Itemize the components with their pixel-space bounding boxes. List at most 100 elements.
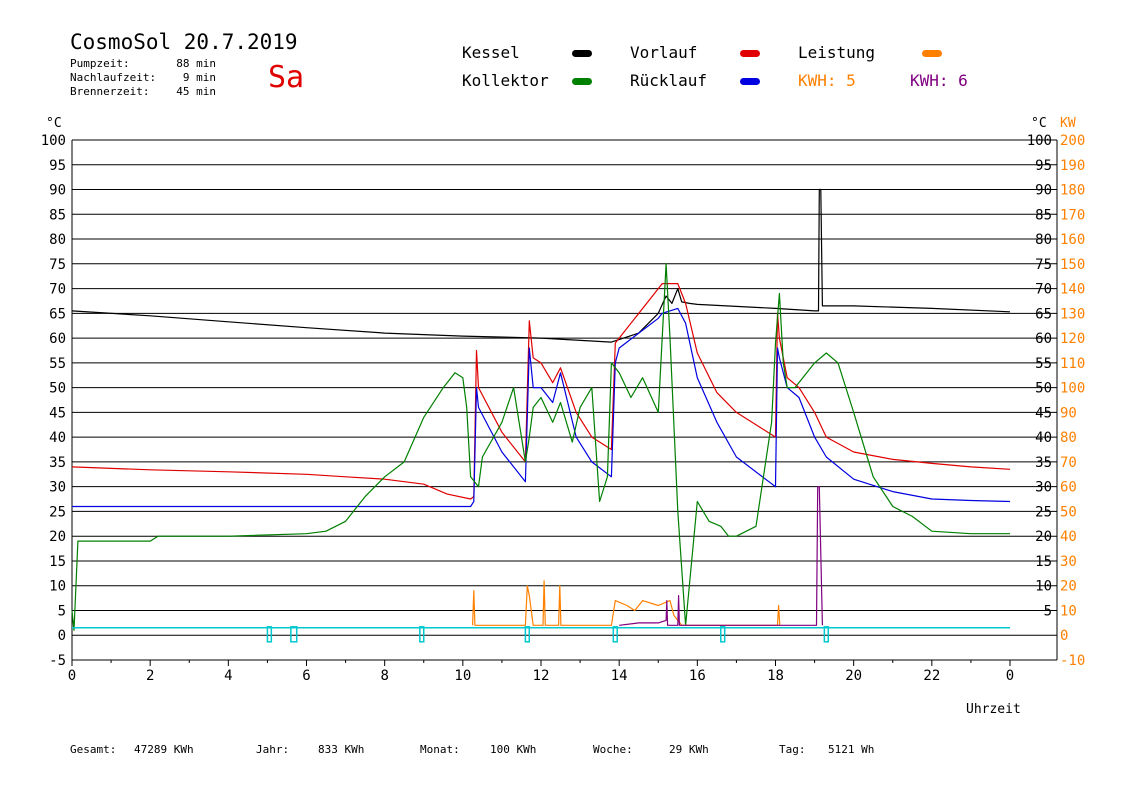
y-right-tick-label: 10 bbox=[1035, 579, 1052, 595]
y-tick-label: 35 bbox=[49, 455, 66, 471]
woche-value: 29 KWh bbox=[669, 743, 709, 756]
left-axis-unit: °C bbox=[46, 116, 62, 131]
legend-kessel-marker bbox=[572, 50, 592, 57]
legend-kwh-orange: KWH: 5 bbox=[798, 71, 856, 90]
x-tick-label: 0 bbox=[1006, 668, 1014, 684]
series-pumpe-pulse bbox=[720, 626, 726, 643]
y2-tick-label: 20 bbox=[1060, 579, 1077, 595]
y2-tick-label: 50 bbox=[1060, 504, 1077, 520]
y-right-tick-label: 65 bbox=[1035, 306, 1052, 322]
y2-tick-label: 200 bbox=[1060, 133, 1085, 149]
y-right-tick-label: 100 bbox=[1027, 133, 1052, 149]
legend-kollektor-label: Kollektor bbox=[462, 71, 549, 90]
y-right-tick-label: 55 bbox=[1035, 356, 1052, 372]
x-tick-label: 0 bbox=[68, 668, 76, 684]
x-tick-label: 8 bbox=[380, 668, 388, 684]
y-tick-label: 20 bbox=[49, 529, 66, 545]
y2-tick-label: 30 bbox=[1060, 554, 1077, 570]
y2-tick-label: 140 bbox=[1060, 282, 1085, 298]
y-right-tick-label: 15 bbox=[1035, 554, 1052, 570]
monat-label: Monat: bbox=[420, 743, 460, 756]
x-tick-label: 6 bbox=[302, 668, 310, 684]
legend-ruecklauf-label: Rücklauf bbox=[630, 71, 708, 90]
x-axis-label: Uhrzeit bbox=[966, 702, 1021, 717]
legend-leistung-marker bbox=[922, 50, 942, 57]
y2-tick-label: -10 bbox=[1060, 653, 1085, 669]
y-tick-label: 30 bbox=[49, 480, 66, 496]
y-tick-label: 15 bbox=[49, 554, 66, 570]
woche-label: Woche: bbox=[593, 743, 633, 756]
y-right-tick-label: 5 bbox=[1044, 603, 1052, 619]
legend-kwh-purple: KWH: 6 bbox=[910, 71, 968, 90]
y2-tick-label: 120 bbox=[1060, 331, 1085, 347]
right-axis-unit: °C bbox=[1031, 116, 1047, 131]
y-right-tick-label: 70 bbox=[1035, 282, 1052, 298]
x-tick-label: 4 bbox=[224, 668, 232, 684]
series-r-cklauf bbox=[72, 307, 1011, 508]
chart-title: CosmoSol 20.7.2019 bbox=[70, 30, 298, 54]
legend-ruecklauf-marker bbox=[740, 78, 760, 85]
legend-kollektor-marker bbox=[572, 78, 592, 85]
y-tick-label: 65 bbox=[49, 306, 66, 322]
y-right-tick-label: 80 bbox=[1035, 232, 1052, 248]
chart-ticks: -505101520253035404550556065707580859095… bbox=[41, 133, 1086, 684]
y-tick-label: 80 bbox=[49, 232, 66, 248]
y-right-tick-label: 35 bbox=[1035, 455, 1052, 471]
y-tick-label: 40 bbox=[49, 430, 66, 446]
series-kollektor bbox=[71, 263, 1010, 631]
y2-tick-label: 130 bbox=[1060, 306, 1085, 322]
y-tick-label: 70 bbox=[49, 282, 66, 298]
y2-tick-label: 60 bbox=[1060, 480, 1077, 496]
y-tick-label: 95 bbox=[49, 158, 66, 174]
y2-tick-label: 90 bbox=[1060, 405, 1077, 421]
nachlaufzeit-value: 9 min bbox=[182, 71, 216, 84]
y-right-tick-label: 85 bbox=[1035, 207, 1052, 223]
series-pumpe-pulse bbox=[524, 626, 531, 643]
series-kessel bbox=[71, 188, 1011, 343]
y-tick-label: 10 bbox=[49, 579, 66, 595]
y-tick-label: 85 bbox=[49, 207, 66, 223]
y2-tick-label: 110 bbox=[1060, 356, 1085, 372]
series-pumpe-pulse bbox=[612, 626, 618, 643]
y-right-tick-label: 90 bbox=[1035, 183, 1052, 199]
gesamt-label: Gesamt: bbox=[70, 743, 117, 756]
chart-series bbox=[71, 188, 1011, 643]
legend-kessel-label: Kessel bbox=[462, 43, 520, 62]
jahr-value: 833 KWh bbox=[318, 743, 365, 756]
y-right-tick-label: 45 bbox=[1035, 405, 1052, 421]
series-pumpe-pulse bbox=[419, 626, 425, 643]
y-tick-label: 100 bbox=[41, 133, 66, 149]
jahr-label: Jahr: bbox=[256, 743, 290, 756]
x-tick-label: 16 bbox=[689, 668, 706, 684]
x-tick-label: 14 bbox=[611, 668, 628, 684]
tag-value: 5121 Wh bbox=[828, 743, 875, 756]
y-tick-label: 50 bbox=[49, 381, 66, 397]
power-axis-unit: KW bbox=[1060, 116, 1076, 131]
series-leistung bbox=[472, 580, 781, 626]
y-tick-label: 5 bbox=[58, 603, 66, 619]
brennerzeit-label: Brennerzeit: bbox=[70, 85, 150, 98]
y-tick-label: -5 bbox=[49, 653, 66, 669]
y2-tick-label: 160 bbox=[1060, 232, 1085, 248]
y-tick-label: 45 bbox=[49, 405, 66, 421]
y-tick-label: 60 bbox=[49, 331, 66, 347]
series-kwh bbox=[619, 486, 823, 626]
y-right-tick-label: 30 bbox=[1035, 480, 1052, 496]
nachlaufzeit-label: Nachlaufzeit: bbox=[70, 71, 157, 84]
chart-grid bbox=[71, 139, 1058, 661]
x-tick-label: 2 bbox=[146, 668, 154, 684]
x-tick-label: 20 bbox=[845, 668, 862, 684]
x-tick-label: 22 bbox=[923, 668, 940, 684]
y-right-tick-label: 40 bbox=[1035, 430, 1052, 446]
legend-leistung-label: Leistung bbox=[798, 43, 876, 62]
legend-vorlauf-marker bbox=[740, 50, 760, 57]
brennerzeit-value: 45 min bbox=[176, 85, 216, 98]
series-pumpe-pulse bbox=[290, 626, 298, 643]
pumpzeit-value: 88 min bbox=[176, 57, 216, 70]
y-tick-label: 75 bbox=[49, 257, 66, 273]
y2-tick-label: 70 bbox=[1060, 455, 1077, 471]
y-right-tick-label: 25 bbox=[1035, 504, 1052, 520]
monat-value: 100 KWh bbox=[490, 743, 537, 756]
y-tick-label: 25 bbox=[49, 504, 66, 520]
